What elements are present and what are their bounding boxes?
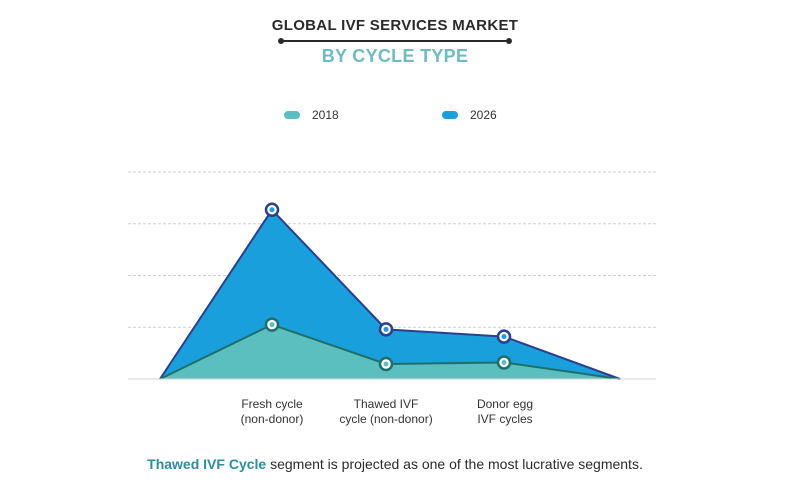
category-label-thawed-ivf: Thawed IVF cycle (non-donor) [339,397,433,426]
title-divider [278,38,512,44]
marker-dot-2018-3 [501,359,507,365]
marker-dot-2026-1 [269,207,275,213]
legend-item-2018: 2018 [284,107,339,123]
legend-swatch-2018 [284,111,300,119]
category-label-fresh-cycle: Fresh cycle (non-donor) [240,397,304,426]
marker-dot-2018-1 [269,322,275,328]
marker-dot-2026-2 [383,326,389,332]
legend-label-2026: 2026 [470,108,497,122]
legend-item-2026: 2026 [442,107,497,123]
footnote: Thawed IVF Cycle segment is projected as… [0,456,790,472]
chart-subtitle: BY CYCLE TYPE [321,46,469,66]
legend-swatch-2026 [442,111,458,119]
chart-title: GLOBAL IVF SERVICES MARKET [271,17,519,34]
footnote-highlight: Thawed IVF Cycle [147,456,267,472]
marker-dot-2026-3 [501,334,507,340]
legend-label-2018: 2018 [312,108,339,122]
marker-dot-2018-2 [383,361,389,367]
footnote-text: segment is projected as one of the most … [266,456,643,472]
category-label-donor-egg: Donor egg IVF cycles [476,397,534,426]
